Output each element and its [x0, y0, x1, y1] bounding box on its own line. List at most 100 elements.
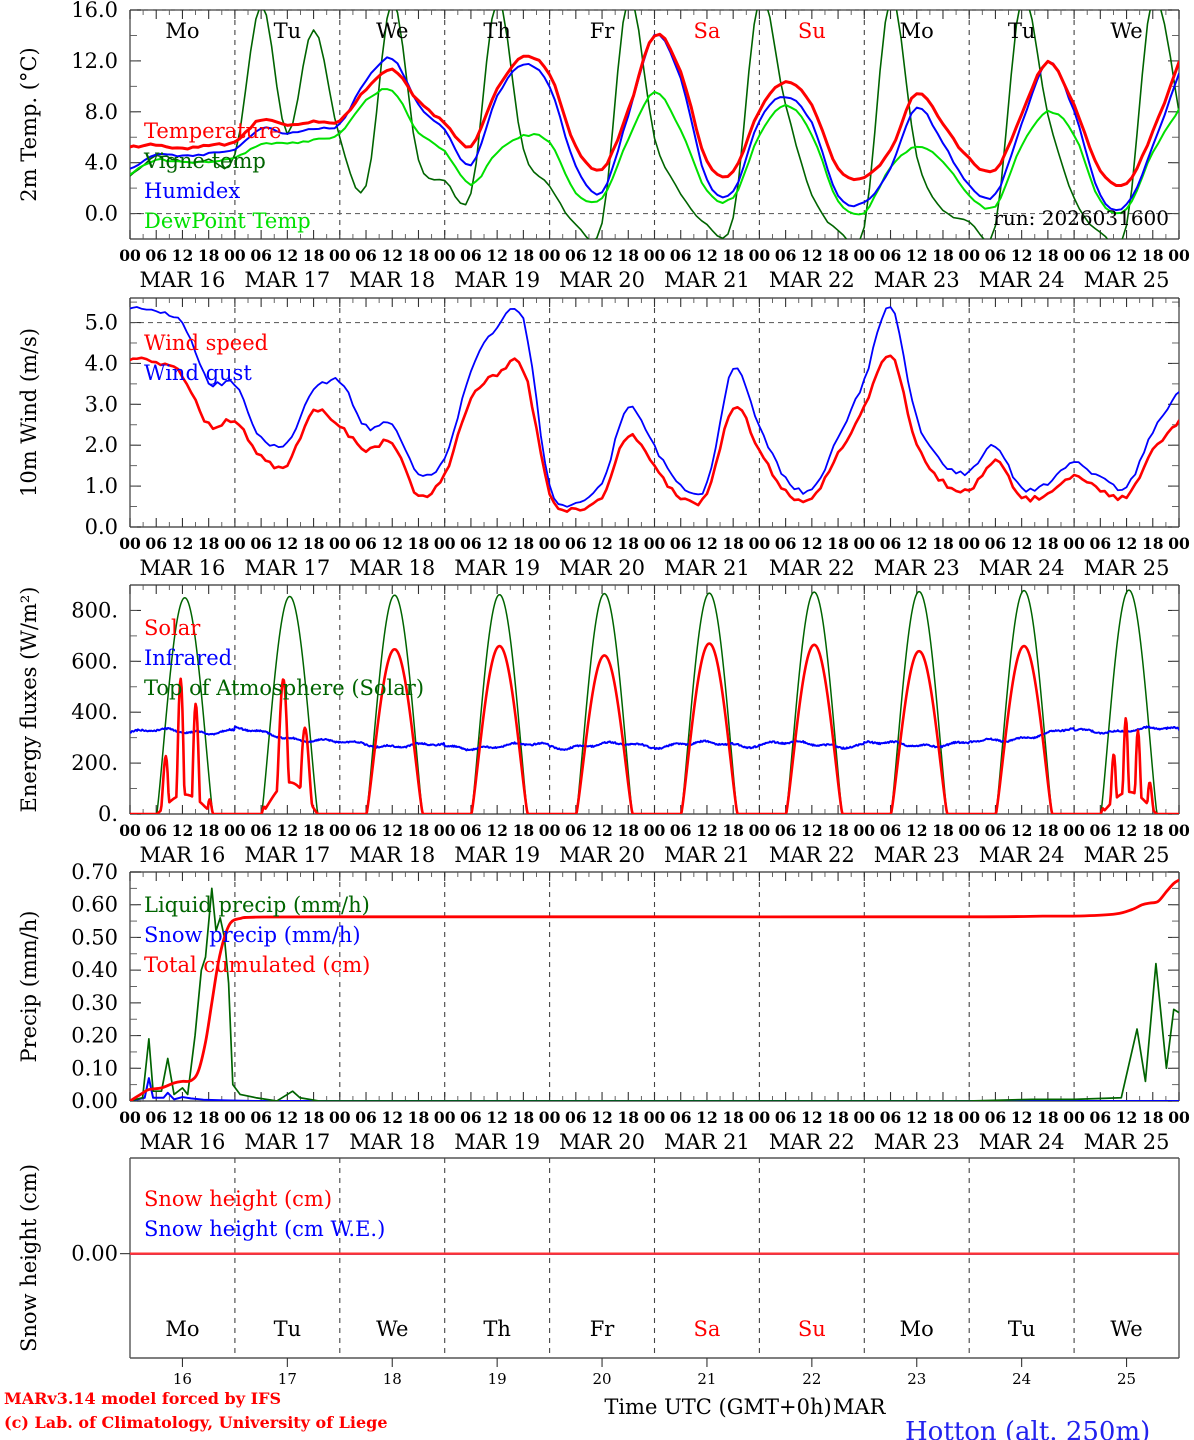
date-label: MAR 23: [874, 1130, 960, 1154]
weekday-label-top: Th: [483, 19, 511, 43]
hour-tick-label: 18: [303, 246, 325, 265]
weekday-label-bottom: Fr: [590, 1317, 616, 1341]
series-wind-speed: [130, 354, 1179, 513]
hour-tick-label: 06: [460, 534, 482, 553]
hour-tick-label: 18: [1037, 534, 1059, 553]
weekday-label-bottom: Th: [483, 1317, 511, 1341]
hour-tick-label: 00: [644, 821, 666, 840]
hour-tick-label: 06: [565, 246, 587, 265]
series-top-of-atmosphere: [130, 589, 1179, 814]
hour-tick-label: 12: [801, 821, 823, 840]
hour-tick-label: 12: [906, 246, 928, 265]
hour-tick-label: 12: [906, 534, 928, 553]
date-label: MAR 20: [559, 1130, 645, 1154]
hour-tick-label: 18: [617, 534, 639, 553]
hour-tick-label: 06: [355, 534, 377, 553]
hour-tick-label: 00: [958, 821, 980, 840]
hour-tick-label: 18: [198, 534, 220, 553]
hour-tick-label: 06: [880, 534, 902, 553]
y-tick-label: 12.0: [71, 49, 118, 73]
date-label: MAR 20: [559, 268, 645, 292]
date-label: MAR 24: [979, 268, 1065, 292]
date-label: MAR 20: [559, 556, 645, 580]
hour-tick-label: 06: [355, 821, 377, 840]
hour-tick-label: 00: [539, 1108, 561, 1127]
hour-tick-label: 00: [854, 534, 876, 553]
hour-tick-label: 00: [854, 821, 876, 840]
legend-item-snow-precip-mm-h-: Snow precip (mm/h): [144, 923, 361, 947]
legend-item-temperature: Temperature: [144, 119, 282, 143]
hour-tick-label: 18: [1142, 821, 1164, 840]
hour-tick-label: 00: [1063, 821, 1085, 840]
hour-tick-label: 18: [408, 1108, 430, 1127]
date-label: MAR 21: [664, 556, 750, 580]
hour-tick-label: 12: [591, 246, 613, 265]
y-tick-label: 0.70: [71, 860, 118, 884]
hour-tick-label: 12: [172, 821, 194, 840]
day-number-label: 25: [1117, 1370, 1136, 1388]
y-tick-label: 200.: [71, 751, 118, 775]
date-label: MAR 17: [244, 556, 330, 580]
hour-tick-label: 18: [198, 1108, 220, 1127]
date-label: MAR 21: [664, 843, 750, 867]
panel-y-axis-title: Precip (mm/h): [17, 910, 41, 1062]
legend-item-snow-height-cm-: Snow height (cm): [144, 1187, 332, 1211]
hour-tick-label: 00: [644, 1108, 666, 1127]
hour-tick-label: 12: [696, 246, 718, 265]
run-label: run: 2026031600: [993, 206, 1169, 230]
legend-item-solar: Solar: [144, 616, 201, 640]
hour-tick-label: 00: [329, 821, 351, 840]
hour-tick-label: 18: [1142, 1108, 1164, 1127]
y-tick-label: 0.10: [71, 1056, 118, 1080]
hour-tick-label: 00: [854, 246, 876, 265]
hour-tick-label: 12: [381, 534, 403, 553]
hour-tick-label: 12: [172, 246, 194, 265]
date-label: MAR 19: [454, 556, 540, 580]
hour-tick-label: 00: [119, 821, 141, 840]
date-label: MAR 17: [244, 268, 330, 292]
hour-tick-label: 12: [486, 246, 508, 265]
hour-tick-label: 06: [775, 534, 797, 553]
date-label: MAR 20: [559, 843, 645, 867]
y-tick-label: 800.: [71, 598, 118, 622]
hour-tick-label: 00: [644, 534, 666, 553]
series-group-energy: [130, 589, 1179, 814]
date-label: MAR 17: [244, 1130, 330, 1154]
legend-item-vigne-temp: Vigne temp: [143, 149, 266, 173]
hour-tick-label: 12: [1011, 821, 1033, 840]
hour-tick-label: 00: [1063, 534, 1085, 553]
hour-tick-label: 12: [696, 821, 718, 840]
y-tick-label: 0.30: [71, 991, 118, 1015]
y-tick-label: 0.50: [71, 925, 118, 949]
hour-tick-label: 00: [1168, 534, 1190, 553]
day-number-label: 23: [907, 1370, 926, 1388]
y-tick-label: 16.0: [71, 0, 118, 22]
day-number-label: 22: [802, 1370, 821, 1388]
hour-tick-label: 12: [486, 534, 508, 553]
hour-tick-label: 00: [749, 246, 771, 265]
hour-tick-label: 18: [827, 1108, 849, 1127]
hour-tick-label: 12: [277, 1108, 299, 1127]
day-number-label: 21: [697, 1370, 716, 1388]
hour-tick-label: 06: [250, 821, 272, 840]
y-tick-label: 0.0: [85, 515, 118, 539]
hour-tick-label: 06: [355, 1108, 377, 1127]
hour-tick-label: 00: [749, 534, 771, 553]
y-tick-label: 5.0: [85, 311, 118, 335]
y-tick-label: 3.0: [85, 392, 118, 416]
hour-tick-label: 06: [145, 534, 167, 553]
date-label: MAR 25: [1084, 843, 1170, 867]
weekday-label-top: Mo: [165, 19, 199, 43]
series-snow-precip: [130, 1077, 1179, 1101]
hour-tick-label: 00: [1063, 1108, 1085, 1127]
hour-tick-label: 00: [434, 534, 456, 553]
panel-temperature: 0.0 4.0 8.0 12.0 16.0 2m Temp. (°C) Temperatur…: [17, 0, 1190, 292]
hour-tick-label: 18: [932, 534, 954, 553]
day-number-label: 24: [1012, 1370, 1031, 1388]
hour-tick-label: 12: [591, 534, 613, 553]
hour-tick-label: 18: [617, 246, 639, 265]
date-label: MAR 19: [454, 843, 540, 867]
hour-tick-label: 06: [985, 246, 1007, 265]
date-label: MAR 23: [874, 268, 960, 292]
